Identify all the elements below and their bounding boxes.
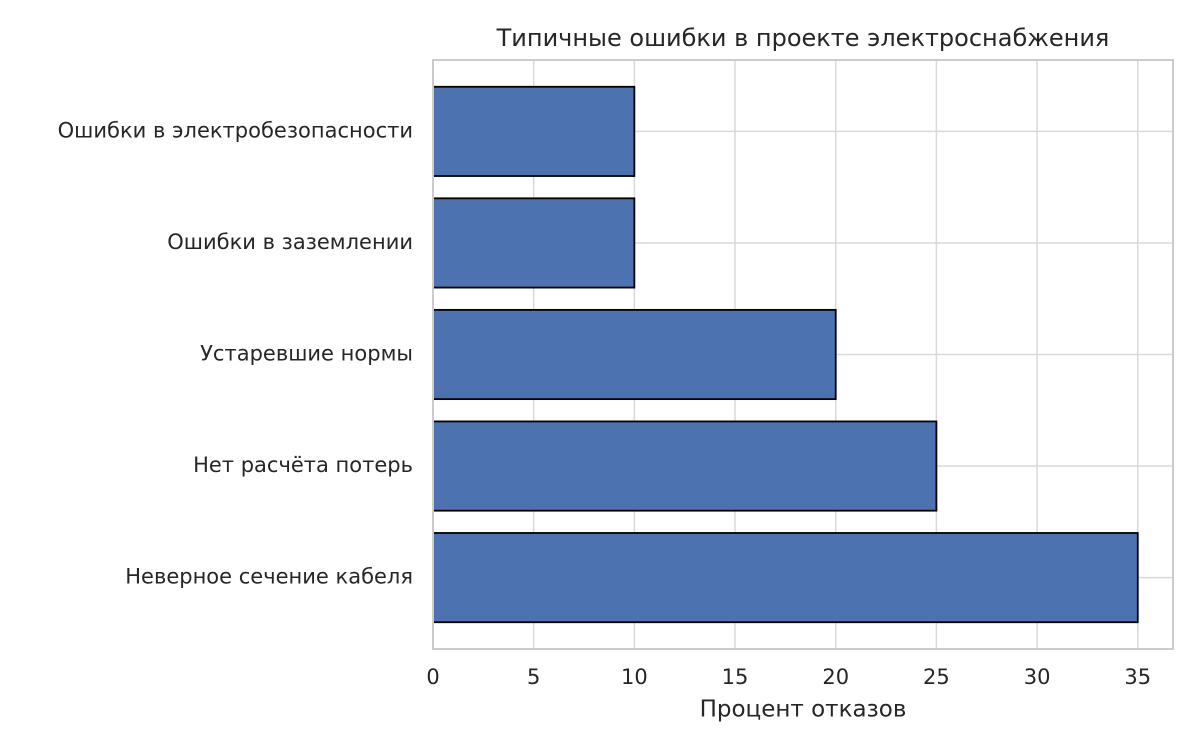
- y-tick-label: Ошибки в электробезопасности: [58, 118, 413, 142]
- bar: [432, 197, 636, 289]
- x-tick-label: 5: [527, 665, 540, 689]
- x-tick-label: 10: [621, 665, 648, 689]
- y-tick-label: Ошибки в заземлении: [167, 230, 413, 254]
- y-tick-label: Нет расчёта потерь: [193, 453, 413, 477]
- x-tick-label: 35: [1124, 665, 1151, 689]
- x-tick-label: 30: [1024, 665, 1051, 689]
- bar: [432, 532, 1139, 624]
- plot-frame: [432, 59, 1174, 650]
- bar: [432, 308, 837, 401]
- y-tick-label: Устаревшие нормы: [200, 342, 413, 366]
- x-axis-label: Процент отказов: [700, 697, 907, 723]
- x-tick-label: 25: [923, 665, 950, 689]
- x-tick-label: 15: [722, 665, 749, 689]
- bar: [432, 420, 938, 512]
- bar: [432, 85, 636, 177]
- chart-title: Типичные ошибки в проекте электроснабжен…: [496, 24, 1110, 52]
- x-tick-label: 20: [822, 665, 849, 689]
- x-tick-label: 0: [426, 665, 439, 689]
- y-tick-label: Неверное сечение кабеля: [125, 565, 413, 589]
